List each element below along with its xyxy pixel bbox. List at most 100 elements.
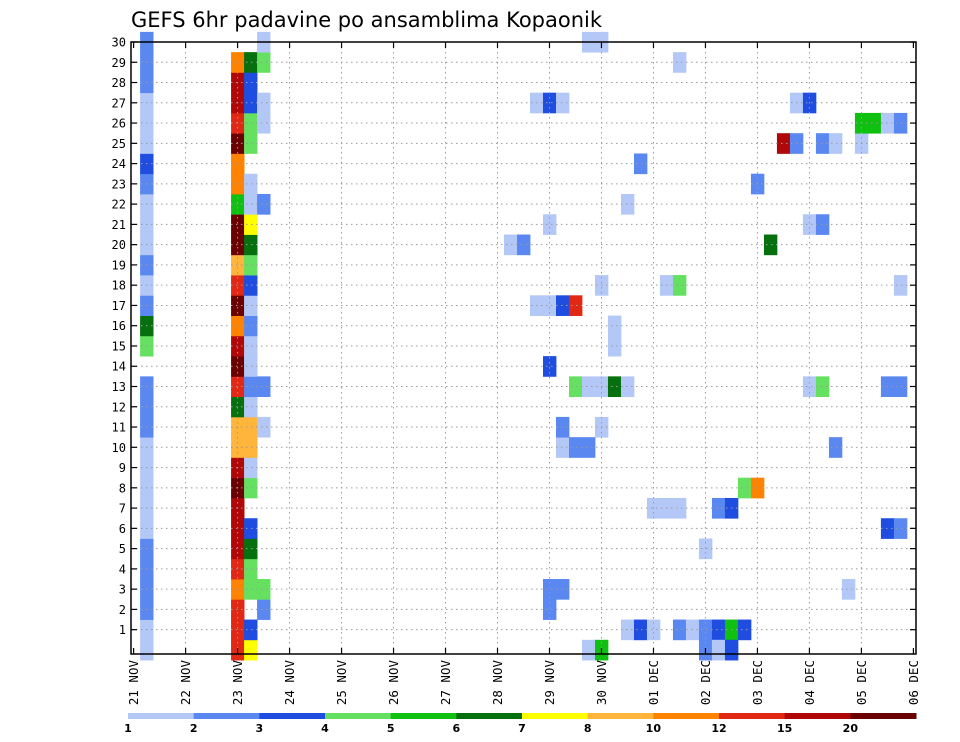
y-tick-label: 21: [112, 218, 126, 232]
precip-cell: [231, 295, 245, 316]
legend-label: 12: [711, 722, 726, 735]
precip-cell: [815, 376, 830, 398]
precip-cell: [231, 558, 245, 580]
y-tick-label: 4: [119, 562, 126, 576]
precip-cell: [257, 112, 271, 134]
precipitation-cells: [140, 31, 908, 661]
precip-cell: [711, 639, 726, 661]
precip-cell: [244, 315, 258, 337]
precip-cell: [672, 52, 687, 73]
precip-cell: [244, 52, 258, 73]
precip-cell: [620, 619, 635, 641]
precip-cell: [698, 538, 713, 560]
legend-label: 10: [646, 722, 662, 735]
precip-cell: [633, 153, 648, 175]
precip-cell: [244, 234, 258, 256]
precip-cell: [620, 193, 635, 215]
legend-label: 2: [190, 722, 198, 735]
x-tick-label: 28 NOV: [490, 660, 505, 706]
precip-cell: [257, 599, 271, 620]
precip-cell: [711, 497, 726, 519]
precip-cell: [568, 437, 583, 458]
precip-cell: [244, 558, 258, 580]
x-axis-labels: 21 NOV 22 NOV 23 NOV 24 NOV 25 NOV 26 NOV 27 N…: [126, 660, 921, 706]
y-tick-label: 30: [112, 36, 126, 50]
precip-cell: [257, 52, 271, 73]
precip-cell: [231, 518, 245, 539]
precip-cell: [581, 639, 596, 661]
precip-cell: [244, 477, 258, 499]
precip-cell: [257, 92, 271, 114]
precip-cell: [231, 396, 245, 418]
x-tick-label: 26 NOV: [386, 660, 401, 706]
precip-cell: [231, 275, 245, 296]
y-tick-label: 24: [112, 157, 126, 171]
legend-label: 1: [124, 722, 132, 735]
y-tick-label: 13: [112, 380, 126, 394]
precip-cell: [231, 234, 245, 256]
y-tick-label: 28: [112, 76, 126, 90]
x-tick-label: 22 NOV: [178, 660, 193, 706]
precip-cell: [244, 295, 258, 316]
legend-label: 5: [387, 722, 395, 735]
precip-cell: [231, 619, 245, 641]
precip-cell: [555, 416, 570, 438]
legend-swatch: [719, 713, 786, 719]
y-tick-label: 23: [112, 177, 126, 191]
legend-swatch: [128, 713, 195, 719]
y-tick-label: 25: [112, 137, 126, 151]
y-tick-label: 22: [112, 198, 126, 212]
precip-cell: [672, 275, 687, 296]
precip-cell: [244, 112, 258, 134]
precip-cell: [607, 376, 622, 398]
precip-cell: [140, 639, 154, 661]
y-tick-label: 10: [112, 441, 126, 455]
y-tick-label: 7: [119, 502, 126, 516]
y-tick-label: 26: [112, 117, 126, 131]
precip-cell: [244, 639, 258, 661]
precip-cell: [750, 173, 765, 195]
precip-cell: [244, 275, 258, 296]
y-tick-label: 11: [112, 421, 126, 435]
precip-cell: [543, 214, 557, 235]
precip-cell: [244, 376, 258, 398]
legend-label: 20: [843, 722, 859, 735]
precip-cell: [504, 234, 518, 256]
precip-cell: [231, 254, 245, 276]
precip-cell: [244, 133, 258, 154]
y-tick-label: 29: [112, 56, 126, 70]
precip-cell: [724, 639, 739, 661]
precip-cell: [231, 599, 245, 620]
precip-cell: [568, 295, 583, 316]
x-tick-label: 21 NOV: [126, 660, 141, 706]
legend-swatch: [587, 713, 654, 719]
precip-cell: [231, 315, 245, 337]
y-tick-label: 12: [112, 400, 126, 414]
precip-cell: [672, 619, 687, 641]
y-tick-label: 1: [119, 623, 126, 637]
grid-lines: [131, 42, 916, 654]
precip-cell: [244, 437, 258, 458]
y-tick-label: 18: [112, 279, 126, 293]
y-tick-label: 16: [112, 319, 126, 333]
precip-cell: [711, 619, 726, 641]
precip-cell: [257, 193, 271, 215]
precip-cell: [763, 234, 778, 256]
x-tick-label: 01 DEC: [646, 660, 661, 705]
legend-swatch: [653, 713, 720, 719]
precip-cell: [555, 295, 570, 316]
precip-cell: [633, 619, 648, 641]
color-legend: 1 2 3 4 5 6 7 8 10 12 15 20: [124, 713, 917, 735]
legend-swatch: [325, 713, 392, 719]
x-tick-label: 24 NOV: [282, 660, 297, 706]
precip-cell: [867, 112, 882, 134]
y-tick-label: 3: [119, 583, 126, 597]
y-tick-label: 9: [119, 461, 126, 475]
precip-cell: [646, 619, 661, 641]
y-tick-label: 17: [112, 299, 126, 313]
precip-cell: [737, 477, 752, 499]
precip-cell: [244, 457, 258, 479]
precip-cell: [607, 335, 622, 357]
y-tick-label: 5: [119, 542, 126, 556]
